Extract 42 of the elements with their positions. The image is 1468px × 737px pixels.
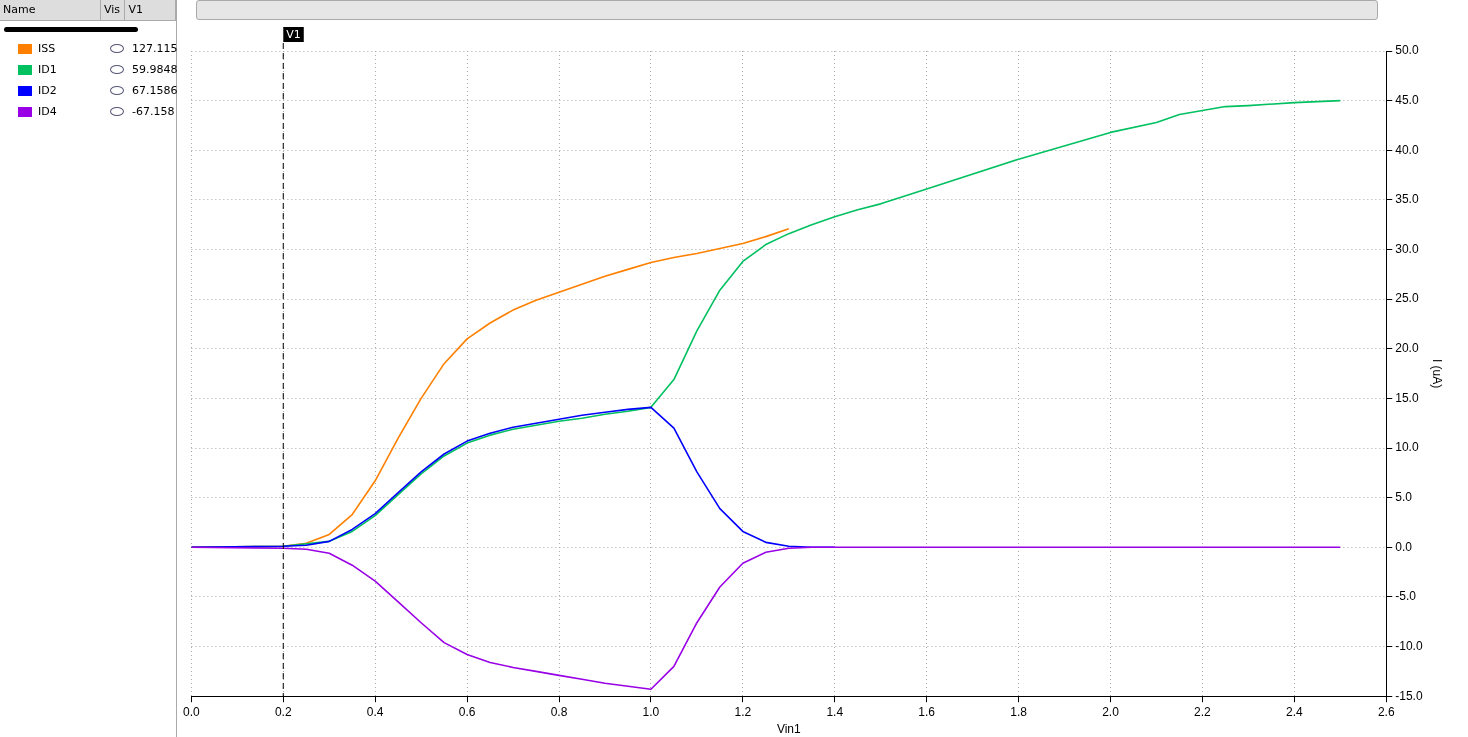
text: 127.115 bbox=[132, 41, 178, 57]
x-tick-label: 0.4 bbox=[366, 704, 384, 719]
ref-line-label: V1 bbox=[286, 27, 301, 41]
x-tick-label: 1.0 bbox=[642, 704, 660, 719]
y-tick-label: 10.0 bbox=[1395, 440, 1419, 455]
x-tick-label: 1.6 bbox=[918, 704, 936, 719]
text: 59.9848 bbox=[132, 62, 178, 78]
x-tick-label: 2.2 bbox=[1194, 704, 1212, 719]
x-axis-title: Vin1 bbox=[776, 722, 802, 737]
legend-label: ID4 bbox=[38, 104, 58, 120]
x-tick-label: 1.2 bbox=[734, 704, 752, 719]
text: 67.1586 bbox=[132, 83, 178, 99]
y-tick-label: 20.0 bbox=[1395, 341, 1419, 356]
x-tick-label: 0.6 bbox=[458, 704, 476, 719]
y-axis-title: I (uA) bbox=[1430, 358, 1445, 389]
text: V1 bbox=[125, 0, 176, 20]
x-tick-label: 2.4 bbox=[1285, 704, 1303, 719]
y-tick-label: 35.0 bbox=[1395, 192, 1419, 207]
x-tick-label: 1.8 bbox=[1010, 704, 1028, 719]
x-tick-label: 2.6 bbox=[1377, 704, 1395, 719]
y-tick-label: 5.0 bbox=[1395, 489, 1413, 504]
y-tick-label: 40.0 bbox=[1395, 142, 1419, 157]
y-tick-label: -5.0 bbox=[1395, 589, 1417, 604]
y-tick-label: 0.0 bbox=[1395, 539, 1413, 554]
y-tick-label: 45.0 bbox=[1395, 92, 1419, 107]
text: -67.158 bbox=[132, 104, 176, 120]
y-tick-label: 15.0 bbox=[1395, 390, 1419, 405]
y-tick-label: -15.0 bbox=[1395, 688, 1423, 703]
text: Name bbox=[0, 0, 101, 20]
text: Vis bbox=[100, 0, 126, 20]
y-tick-label: -10.0 bbox=[1395, 638, 1423, 653]
y-tick-label: 25.0 bbox=[1395, 291, 1419, 306]
y-tick-label: 50.0 bbox=[1395, 43, 1419, 58]
x-tick-label: 0.2 bbox=[274, 704, 292, 719]
legend-label: ISS bbox=[38, 41, 57, 57]
legend-label: ID1 bbox=[38, 62, 58, 78]
x-tick-label: 2.0 bbox=[1102, 704, 1120, 719]
y-tick-label: 30.0 bbox=[1395, 241, 1419, 256]
x-tick-label: 1.4 bbox=[826, 704, 844, 719]
legend-label: ID2 bbox=[38, 83, 58, 99]
x-tick-label: 0.0 bbox=[183, 704, 200, 719]
x-tick-label: 0.8 bbox=[550, 704, 568, 719]
